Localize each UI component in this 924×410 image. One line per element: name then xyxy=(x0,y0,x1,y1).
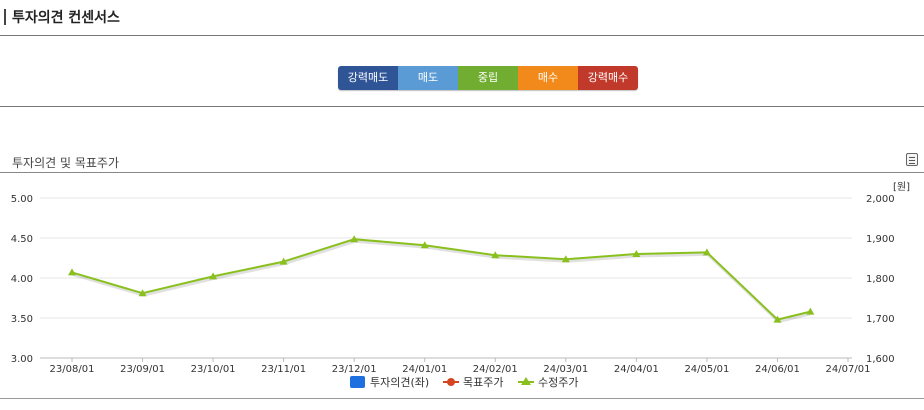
consensus-scale: 강력매도 매도 중립 매수 강력매수 xyxy=(338,66,638,90)
legend-swatch-triangle xyxy=(521,377,531,385)
legend-label: 수정주가 xyxy=(538,376,578,389)
y-left-tick-label: 5.00 xyxy=(11,194,33,205)
data-point-marker xyxy=(209,272,218,280)
x-tick-label: 24/04/01 xyxy=(614,364,659,375)
x-tick-label: 23/12/01 xyxy=(332,364,377,375)
x-tick-label: 23/11/01 xyxy=(261,364,306,375)
menu-icon[interactable] xyxy=(906,153,918,166)
y-right-tick-label: 2,000 xyxy=(866,194,895,205)
data-point-marker xyxy=(138,289,147,297)
y-left-tick-label: 3.50 xyxy=(11,314,33,325)
x-tick-label: 24/03/01 xyxy=(543,364,588,375)
data-point-marker xyxy=(279,257,288,265)
x-tick-label: 23/10/01 xyxy=(191,364,236,375)
legend-swatch-circle xyxy=(447,378,455,386)
data-point-marker xyxy=(491,251,500,259)
divider xyxy=(0,35,924,36)
data-point-marker xyxy=(773,315,782,323)
y-right-unit-label: [원] xyxy=(893,181,910,193)
consensus-segment[interactable]: 강력매도 xyxy=(338,66,398,90)
legend-swatch-square xyxy=(350,376,365,388)
y-left-tick-label: 4.50 xyxy=(11,234,33,245)
data-point-marker xyxy=(68,268,76,276)
data-point-marker xyxy=(702,248,711,256)
data-point-marker xyxy=(561,255,570,263)
x-tick-label: 23/08/01 xyxy=(50,364,95,375)
page-title: 투자의견 컨센서스 xyxy=(12,10,120,26)
data-point-marker xyxy=(806,307,815,315)
consensus-segment[interactable]: 매수 xyxy=(518,66,578,90)
y-right-tick-label: 1,700 xyxy=(866,314,895,325)
x-tick-label: 24/06/01 xyxy=(755,364,800,375)
y-right-tick-label: 1,600 xyxy=(866,354,895,365)
divider xyxy=(0,172,924,173)
legend-label: 투자의견(좌) xyxy=(370,376,429,389)
chart-section-title: 투자의견 및 목표주가 xyxy=(12,156,119,170)
data-point-marker xyxy=(350,235,359,243)
x-tick-label: 24/07/01 xyxy=(826,364,871,375)
legend-label: 목표주가 xyxy=(463,376,503,389)
series-line-수정주가 xyxy=(71,238,811,321)
x-tick-label: 24/01/01 xyxy=(402,364,447,375)
x-tick-label: 23/09/01 xyxy=(120,364,165,375)
x-tick-label: 24/05/01 xyxy=(684,364,729,375)
consensus-segment[interactable]: 중립 xyxy=(458,66,518,90)
divider xyxy=(0,106,924,107)
data-point-marker xyxy=(632,250,641,257)
y-left-tick-label: 3.00 xyxy=(11,354,33,365)
data-point-marker xyxy=(420,241,429,249)
consensus-segment[interactable]: 매도 xyxy=(398,66,458,90)
y-right-tick-label: 1,800 xyxy=(866,274,895,285)
divider xyxy=(0,398,924,399)
x-tick-label: 24/02/01 xyxy=(473,364,518,375)
section-header: 투자의견 컨센서스 xyxy=(0,0,924,34)
title-marker xyxy=(4,9,6,25)
y-left-tick-label: 4.00 xyxy=(11,274,33,285)
consensus-segment[interactable]: 강력매수 xyxy=(578,66,638,90)
y-right-tick-label: 1,900 xyxy=(866,234,895,245)
